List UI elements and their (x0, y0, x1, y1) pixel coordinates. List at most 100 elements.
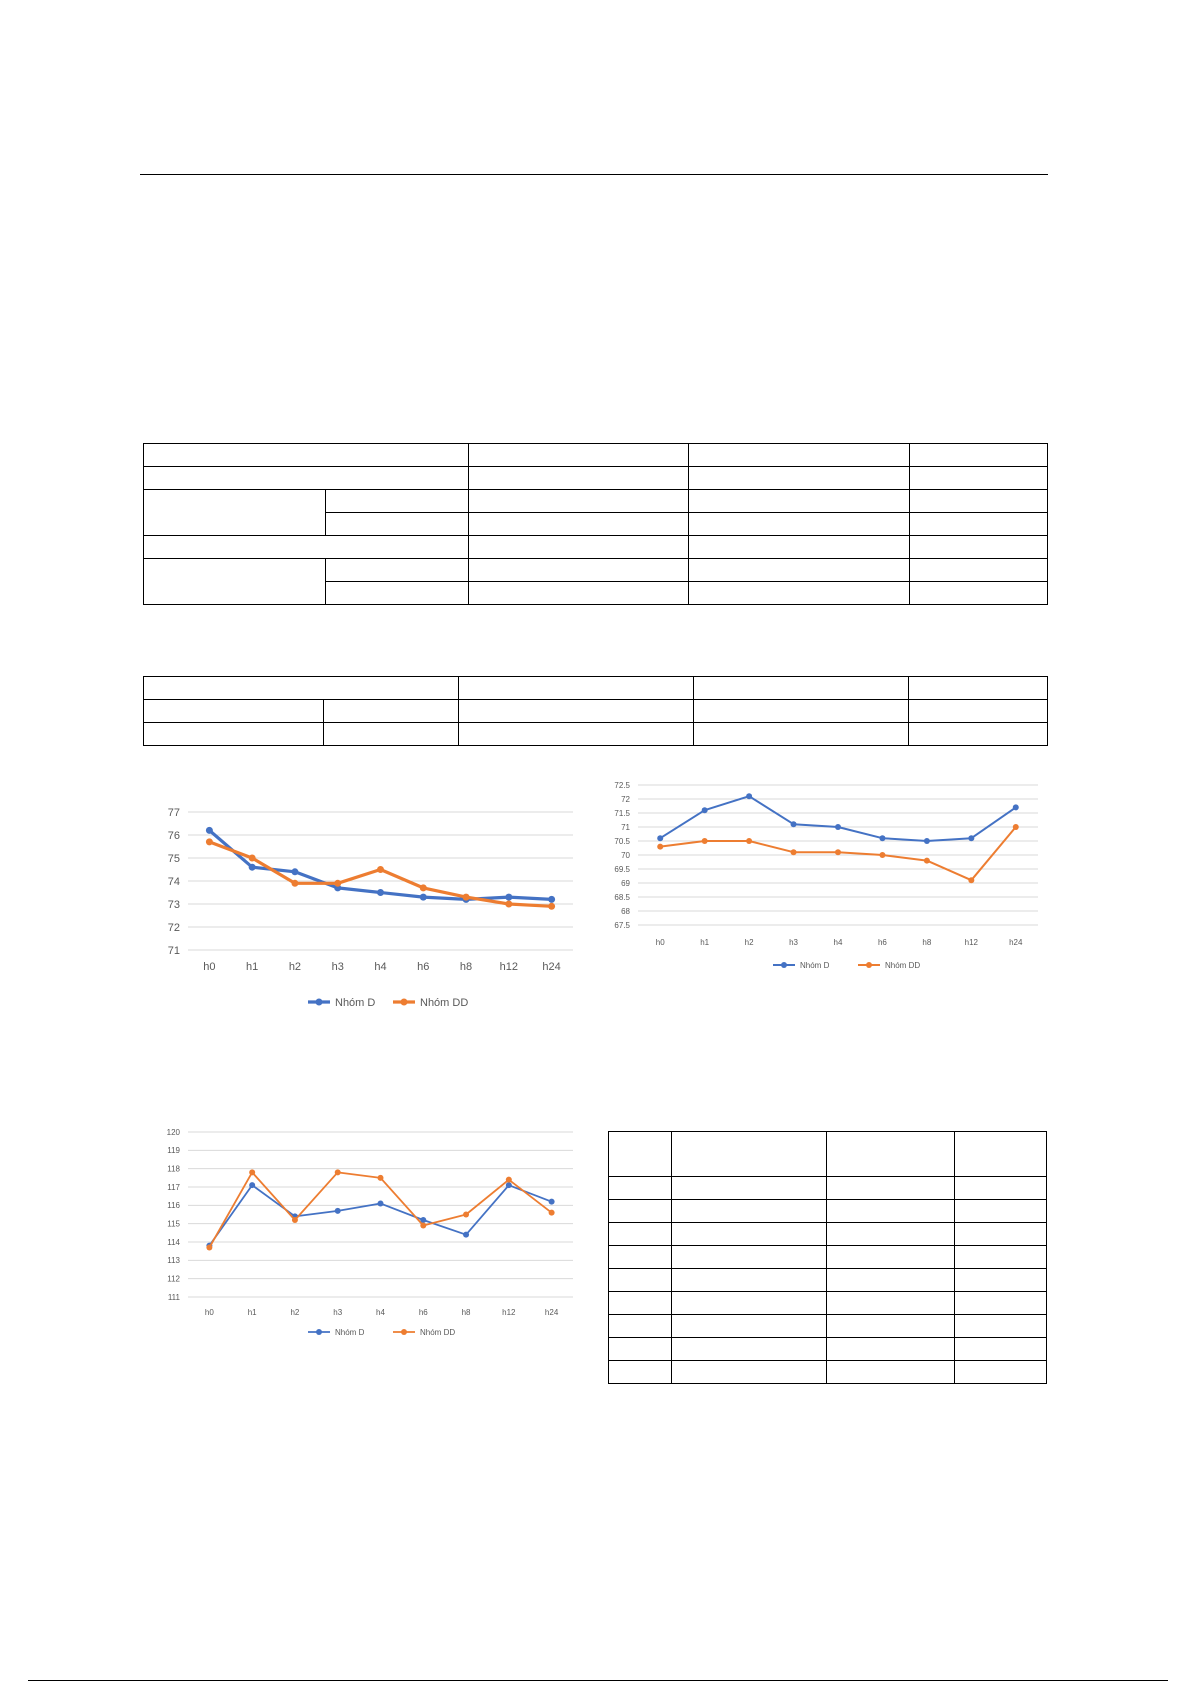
y-tick-label: 71 (168, 945, 180, 957)
table-row (143, 443, 1048, 467)
x-tick-label: h24 (1009, 938, 1023, 947)
data-point (334, 879, 342, 887)
y-tick-label: 119 (167, 1146, 180, 1155)
data-point (923, 838, 930, 844)
chart-2: 67.5 68 68.5 69 69.5 70 70.5 71 71.5 72 72.5 h0 h1 h2… (603, 775, 1048, 973)
y-tick-label: 69.5 (614, 865, 630, 874)
data-point (463, 1231, 470, 1238)
data-point (248, 854, 256, 862)
y-tick-label: 75 (168, 853, 180, 865)
legend-label: Nhóm D (800, 961, 830, 970)
table-row (608, 1337, 1047, 1361)
data-point (377, 1174, 384, 1181)
footer-rule (28, 1680, 1168, 1681)
data-point (1012, 804, 1019, 811)
chart-3-svg: 111 112 113 114 115 116 117 118 119 120 h0 h1 h2 h3 h4… (167, 1128, 573, 1337)
x-tick-label: h6 (878, 938, 887, 947)
data-point (657, 843, 664, 850)
table-row (143, 535, 1048, 559)
legend-marker (400, 998, 408, 1006)
chart-1: 71 72 73 74 75 76 77 h0 h1 h2 h3 h4 h6 h8 h12 h24 Nhóm D… (143, 790, 583, 1015)
table-row (608, 1199, 1047, 1223)
data-point (377, 1200, 384, 1207)
table-row (143, 676, 1048, 700)
table-row (144, 581, 1048, 605)
x-tick-label: h8 (922, 938, 931, 947)
table-3 (608, 1131, 1047, 1384)
data-point (968, 877, 975, 884)
table-row (608, 1268, 1047, 1292)
data-point (548, 1209, 555, 1216)
x-tick-label: h4 (376, 1308, 385, 1317)
data-point (1012, 824, 1019, 830)
y-tick-label: 117 (167, 1183, 180, 1192)
x-tick-label: h3 (332, 961, 344, 973)
y-tick-label: 113 (167, 1256, 180, 1265)
data-point (505, 1176, 512, 1183)
table-row (608, 1222, 1047, 1246)
x-tick-label: h2 (290, 1308, 299, 1317)
table-row (143, 722, 1048, 746)
x-tick-label: h12 (502, 1308, 516, 1317)
x-tick-label: h1 (246, 961, 258, 973)
data-point (505, 900, 513, 908)
y-tick-label: 116 (167, 1201, 180, 1210)
data-point (548, 895, 556, 903)
data-point (505, 1182, 512, 1189)
header-rule (140, 174, 1048, 175)
data-point (548, 902, 556, 910)
y-tick-label: 70 (621, 851, 630, 860)
y-tick-label: 72 (168, 922, 180, 934)
x-tick-label: h12 (500, 961, 518, 973)
data-point (377, 889, 384, 896)
y-tick-label: 67.5 (614, 921, 630, 930)
data-point (548, 1198, 555, 1205)
y-tick-label: 76 (168, 830, 180, 842)
data-point (419, 884, 427, 892)
table-row (608, 1291, 1047, 1315)
table-row (143, 699, 1048, 723)
data-point (790, 821, 797, 828)
data-point (923, 857, 930, 864)
legend-marker (781, 962, 787, 968)
legend-label: Nhóm D (335, 1328, 365, 1337)
x-tick-label: h3 (333, 1308, 342, 1317)
x-tick-label: h0 (205, 1308, 214, 1317)
data-point (505, 893, 513, 901)
table-row (143, 558, 1048, 605)
x-tick-label: h6 (417, 961, 429, 973)
data-point (657, 835, 664, 842)
data-point (462, 893, 470, 901)
data-point (420, 1222, 427, 1229)
data-point (463, 1211, 470, 1218)
data-point (248, 863, 256, 871)
x-tick-label: h8 (462, 1308, 471, 1317)
data-point (291, 879, 299, 887)
table-row (143, 489, 1048, 536)
legend-marker (315, 998, 323, 1006)
y-tick-label: 114 (167, 1238, 180, 1247)
legend-label: Nhóm DD (420, 1328, 455, 1337)
y-tick-label: 120 (167, 1128, 181, 1137)
y-tick-label: 73 (168, 899, 180, 911)
legend-marker (866, 962, 872, 968)
x-tick-label: h6 (419, 1308, 428, 1317)
data-point (206, 1244, 213, 1251)
data-point (701, 807, 708, 814)
x-tick-label: h1 (248, 1308, 257, 1317)
y-tick-label: 115 (167, 1219, 180, 1228)
x-tick-label: h0 (203, 961, 215, 973)
data-point (249, 1182, 256, 1189)
table-row (608, 1131, 1047, 1177)
x-tick-label: h8 (460, 961, 472, 973)
y-tick-label: 118 (167, 1164, 180, 1173)
table-row (608, 1176, 1047, 1200)
x-tick-label: h0 (656, 938, 665, 947)
x-tick-label: h2 (289, 961, 301, 973)
legend-marker (401, 1329, 407, 1335)
x-tick-label: h4 (834, 938, 843, 947)
table-row (608, 1245, 1047, 1269)
data-point (419, 893, 427, 901)
legend-marker (316, 1329, 322, 1335)
data-point (879, 852, 886, 858)
